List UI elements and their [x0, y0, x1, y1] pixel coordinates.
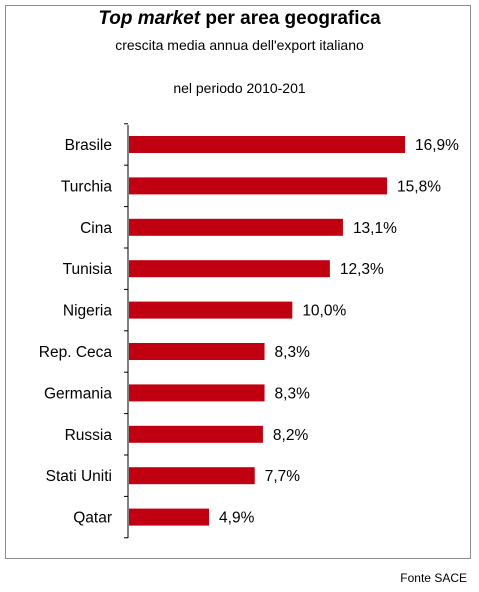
value-label-2: 13,1% — [353, 220, 397, 237]
bar-8 — [129, 467, 255, 485]
chart-title-emphasis: Top market — [98, 8, 201, 29]
bar-4 — [129, 301, 293, 319]
value-label-6: 8,3% — [275, 385, 311, 402]
bar-3 — [129, 260, 330, 278]
category-label-9: Qatar — [73, 510, 112, 527]
source-note: Fonte SACE — [400, 571, 467, 585]
value-label-4: 10,0% — [302, 303, 346, 320]
value-label-3: 12,3% — [340, 261, 384, 278]
bar-9 — [129, 508, 210, 526]
value-label-0: 16,9% — [415, 137, 459, 154]
category-label-5: Rep. Ceca — [39, 344, 113, 361]
value-label-1: 15,8% — [397, 178, 441, 195]
chart-frame — [5, 5, 471, 559]
category-label-1: Turchia — [61, 178, 112, 195]
chart-period: nel periodo 2010-201 — [173, 80, 306, 96]
value-label-7: 8,2% — [273, 427, 309, 444]
category-label-3: Tunisia — [63, 261, 113, 278]
bar-2 — [129, 218, 343, 236]
category-label-6: Germania — [44, 385, 112, 402]
category-label-8: Stati Uniti — [46, 468, 112, 485]
bar-1 — [129, 177, 388, 195]
bar-5 — [129, 343, 265, 360]
value-label-9: 4,9% — [219, 510, 255, 527]
category-label-4: Nigeria — [63, 303, 112, 320]
chart-title: Top market per area geografica — [0, 8, 479, 30]
category-label-7: Russia — [65, 427, 113, 444]
bar-6 — [129, 384, 265, 402]
category-label-0: Brasile — [65, 137, 112, 154]
chart-title-rest: per area geografica — [200, 8, 381, 29]
chart-subtitle: crescita media annua dell'export italian… — [115, 37, 364, 53]
value-label-8: 7,7% — [265, 468, 301, 485]
bars-group: Brasile 16,9% Turchia 15,8% Cina 13,1% Tunisia… — [39, 123, 459, 539]
category-label-2: Cina — [80, 220, 112, 237]
bar-7 — [129, 425, 263, 443]
value-label-5: 8,3% — [275, 344, 311, 361]
bar-0 — [129, 136, 405, 153]
